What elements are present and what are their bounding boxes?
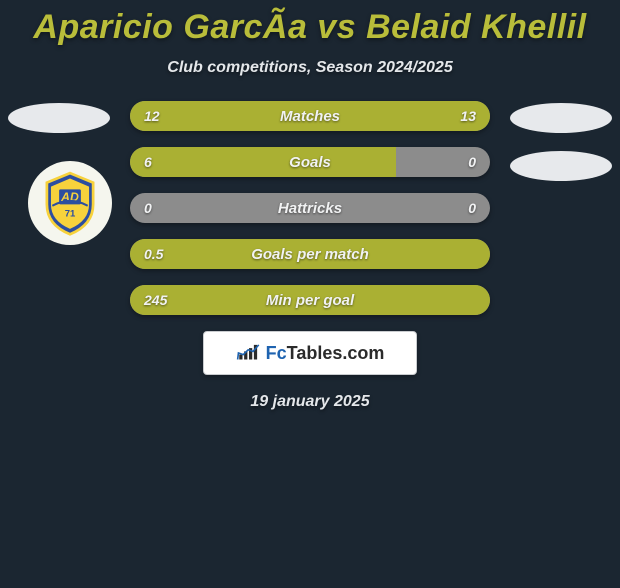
stat-row: 00Hattricks (130, 193, 490, 223)
bar-chart-icon (236, 343, 262, 363)
stat-label: Goals per match (130, 239, 490, 269)
comparison-panel: AD 71 1213Matches 60Goals 00Hattricks 0.5Go… (0, 101, 620, 411)
fctables-logo[interactable]: FcTables.com (203, 331, 417, 375)
club-badge-left: AD 71 (28, 161, 112, 245)
club-badge-icon: AD 71 (36, 169, 104, 237)
stat-bars: 1213Matches 60Goals 00Hattricks 0.5Goals pe… (130, 101, 490, 315)
logo-text: FcTables.com (266, 343, 385, 364)
page-subtitle: Club competitions, Season 2024/2025 (0, 59, 620, 77)
svg-text:71: 71 (65, 209, 76, 220)
stat-row: 1213Matches (130, 101, 490, 131)
page-title: Aparicio GarcÃa vs Belaid Khellil (0, 8, 620, 47)
stat-row: 245Min per goal (130, 285, 490, 315)
stat-label: Min per goal (130, 285, 490, 315)
stat-label: Hattricks (130, 193, 490, 223)
stat-row: 60Goals (130, 147, 490, 177)
stat-label: Goals (130, 147, 490, 177)
stat-label: Matches (130, 101, 490, 131)
stat-row: 0.5Goals per match (130, 239, 490, 269)
player-right-placeholder-1 (510, 103, 612, 133)
player-left-placeholder (8, 103, 110, 133)
snapshot-date: 19 january 2025 (0, 393, 620, 411)
player-right-placeholder-2 (510, 151, 612, 181)
